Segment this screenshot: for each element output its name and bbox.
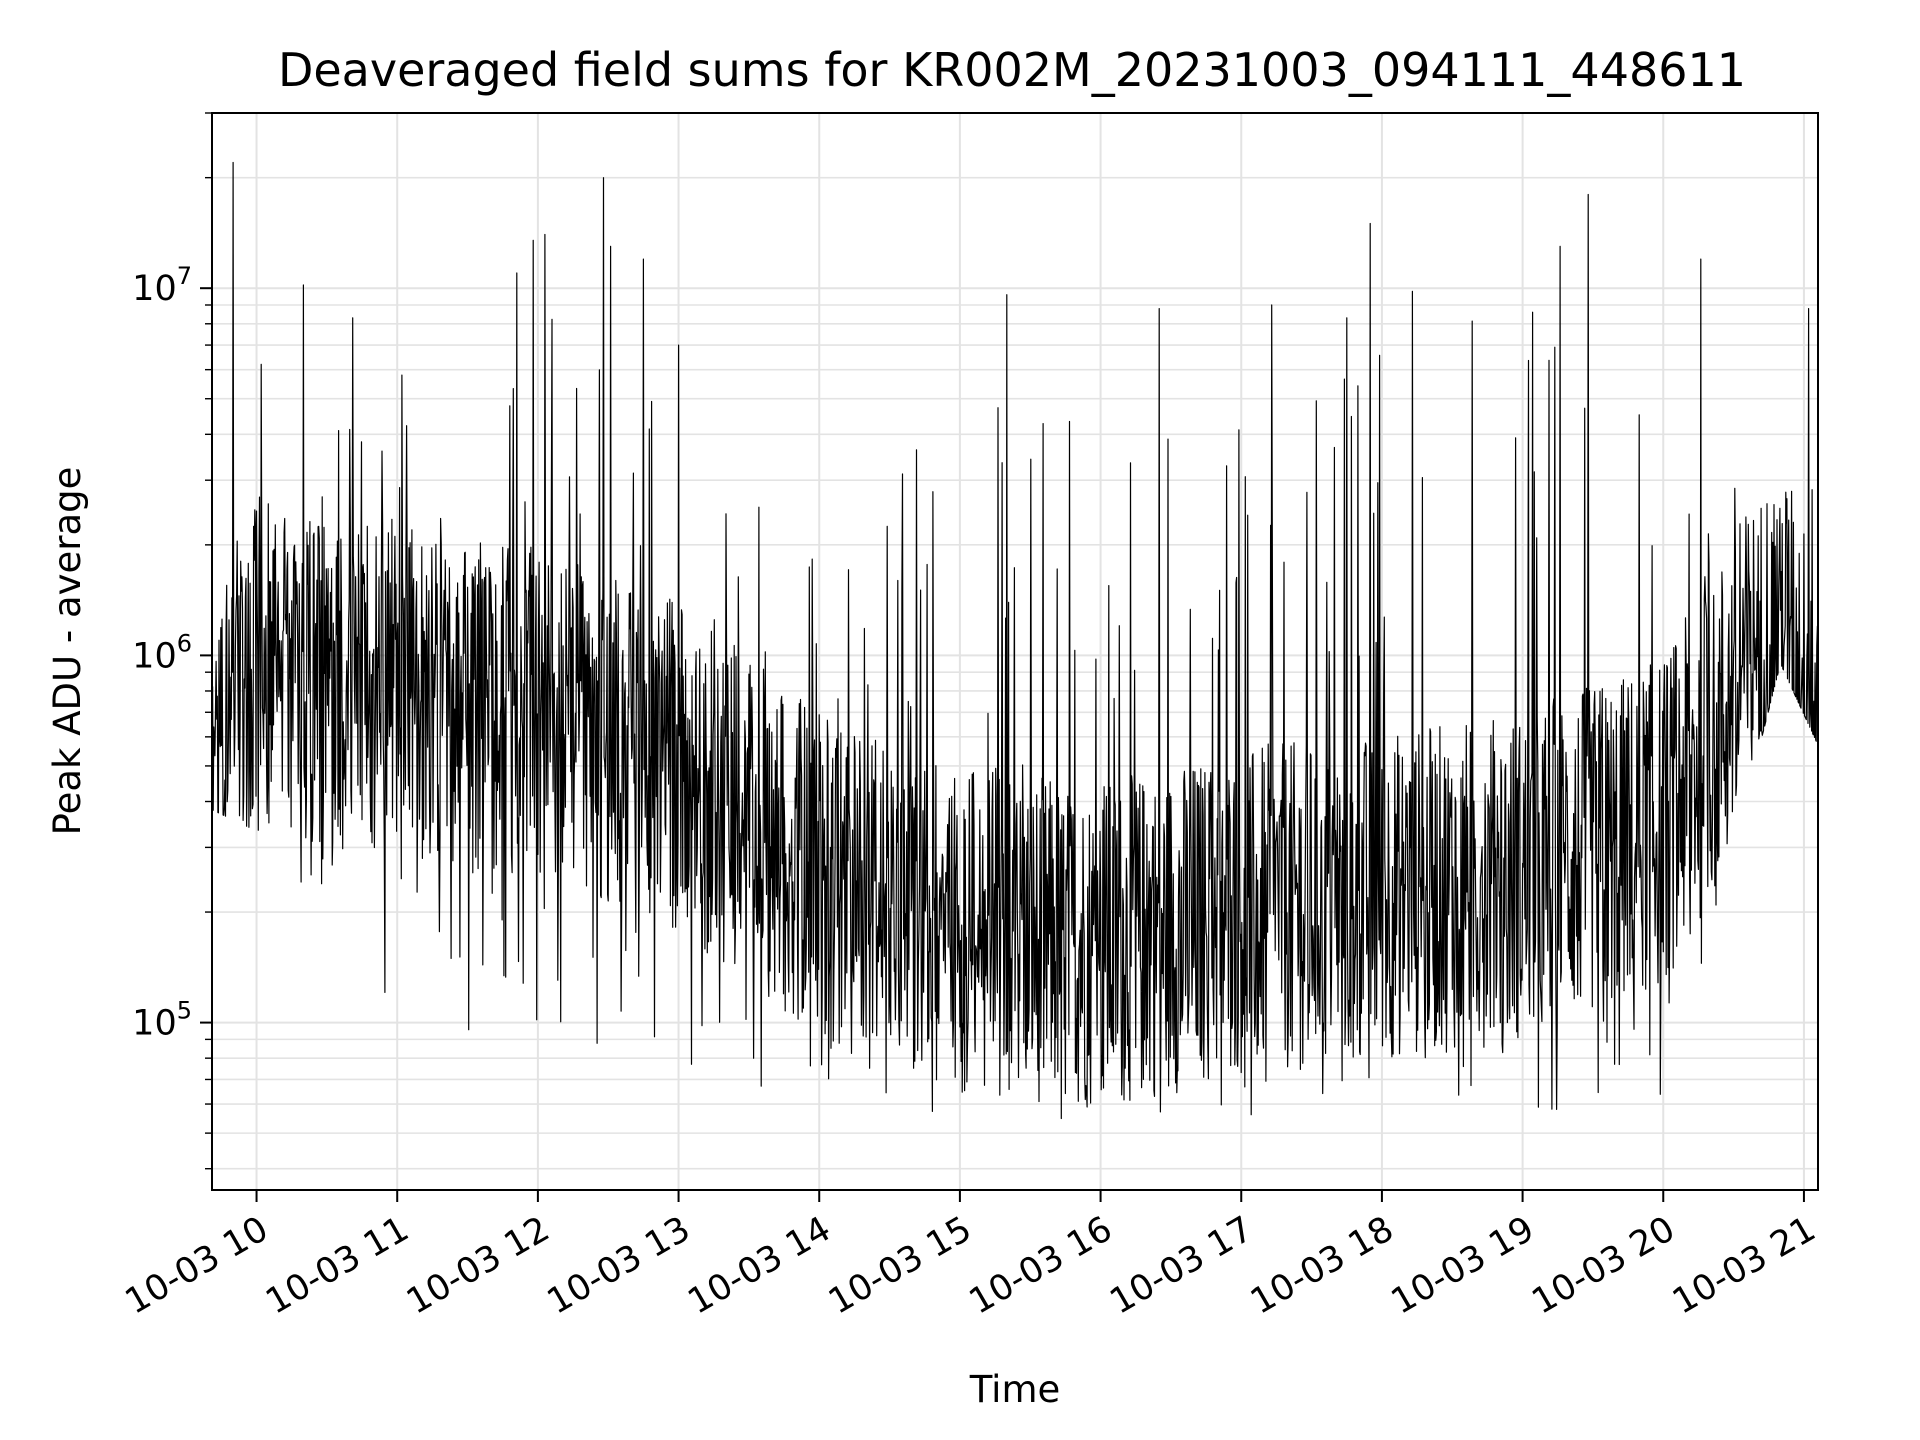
- chart-title: Deaveraged field sums for KR002M_2023100…: [278, 43, 1746, 97]
- y-axis: 105 106 107: [132, 113, 212, 1169]
- x-tick-label: 10-03 17: [1103, 1209, 1259, 1322]
- x-tick-label: 10-03 10: [119, 1209, 275, 1322]
- x-axis-label: Time: [969, 1368, 1061, 1411]
- y-tick-label: 106: [132, 629, 192, 676]
- x-tick-label: 10-03 13: [541, 1209, 697, 1322]
- x-tick-label: 10-03 20: [1525, 1209, 1681, 1322]
- x-tick-label: 10-03 15: [822, 1209, 978, 1322]
- x-tick-label: 10-03 19: [1385, 1209, 1541, 1322]
- y-tick-label: 105: [132, 997, 192, 1044]
- y-tick-label: 107: [132, 262, 192, 309]
- y-axis-label: Peak ADU - average: [46, 467, 89, 836]
- x-tick-label: 10-03 14: [681, 1209, 837, 1322]
- x-tick-label: 10-03 18: [1244, 1209, 1400, 1322]
- x-tick-label: 10-03 21: [1666, 1209, 1822, 1322]
- x-tick-label: 10-03 16: [963, 1209, 1119, 1322]
- x-tick-label: 10-03 12: [400, 1209, 556, 1322]
- x-tick-label: 10-03 11: [259, 1209, 415, 1322]
